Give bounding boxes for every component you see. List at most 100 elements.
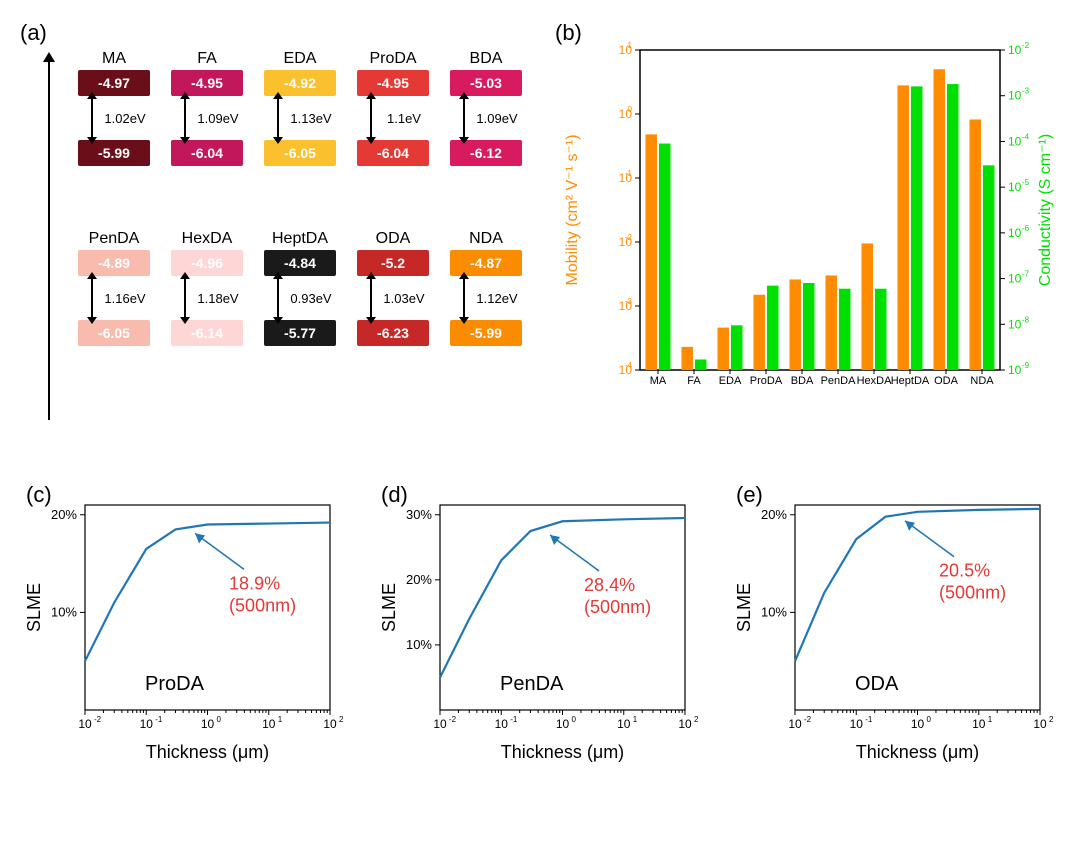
x-tick: 10 bbox=[495, 717, 509, 731]
mobility-bar bbox=[861, 243, 873, 370]
energy-level-group: PenDA-4.891.16eV-6.05 bbox=[75, 230, 153, 346]
svg-text:-1: -1 bbox=[510, 715, 518, 724]
slme-c-svg: 10-210-110010110210%20%18.9%(500nm)ProDA… bbox=[20, 480, 350, 800]
x-axis-title: Thickness (μm) bbox=[856, 742, 979, 762]
category-label: ProDA bbox=[750, 375, 783, 387]
mobility-bar bbox=[969, 120, 981, 370]
category-label: PenDA bbox=[821, 375, 857, 387]
bandgap-arrow: 1.18eV bbox=[168, 276, 246, 320]
conductivity-bar bbox=[695, 359, 707, 370]
svg-text:-5: -5 bbox=[1022, 178, 1030, 187]
panel-a-label: (a) bbox=[20, 20, 47, 46]
panel-label: (c) bbox=[26, 482, 52, 507]
svg-text:0: 0 bbox=[572, 715, 577, 724]
y1-axis-label: Mobility (cm² V⁻¹ s⁻¹) bbox=[564, 134, 581, 285]
panel-b: (b) 10-410-310-210-110010110-910-810-710… bbox=[555, 20, 1060, 420]
svg-text:0: 0 bbox=[927, 715, 932, 724]
panel-c: 10-210-110010110210%20%18.9%(500nm)ProDA… bbox=[20, 480, 350, 800]
y2-tick: 10 bbox=[1008, 363, 1022, 377]
y2-tick: 10 bbox=[1008, 317, 1022, 331]
mobility-bar bbox=[825, 275, 837, 370]
svg-text:0: 0 bbox=[628, 105, 633, 114]
x-tick: 10 bbox=[140, 717, 154, 731]
bandgap-value: 1.03eV bbox=[383, 291, 424, 306]
conductivity-bar bbox=[803, 283, 815, 370]
y-axis-title: SLME bbox=[379, 583, 399, 632]
energy-level-group: HexDA-4.961.18eV-6.14 bbox=[168, 230, 246, 346]
material-name: BDA bbox=[447, 50, 525, 68]
x-axis-title: Thickness (μm) bbox=[146, 742, 269, 762]
plot-frame bbox=[640, 50, 1000, 370]
bar-chart-svg: 10-410-310-210-110010110-910-810-710-610… bbox=[555, 20, 1060, 420]
bandgap-value: 1.09eV bbox=[197, 111, 238, 126]
y-tick: 20% bbox=[406, 572, 432, 587]
material-label: ProDA bbox=[145, 673, 205, 695]
category-label: MA bbox=[650, 375, 667, 387]
svg-text:-1: -1 bbox=[625, 169, 633, 178]
x-tick: 10 bbox=[788, 717, 802, 731]
y-tick: 10% bbox=[761, 604, 787, 619]
material-label: ODA bbox=[855, 673, 899, 695]
energy-level-group: ODA-5.21.03eV-6.23 bbox=[354, 230, 432, 346]
x-tick: 10 bbox=[617, 717, 631, 731]
x-tick: 10 bbox=[850, 717, 864, 731]
bandgap-arrow: 1.1eV bbox=[354, 96, 432, 140]
annotation-pct: 20.5% bbox=[939, 561, 990, 581]
x-tick: 10 bbox=[323, 717, 337, 731]
material-name: FA bbox=[168, 50, 246, 68]
y2-tick: 10 bbox=[1008, 43, 1022, 57]
panel-label: (d) bbox=[381, 482, 408, 507]
bandgap-arrow: 1.12eV bbox=[447, 276, 525, 320]
category-label: ODA bbox=[934, 375, 959, 387]
panel-e: 10-210-110010110210%20%20.5%(500nm)ODATh… bbox=[730, 480, 1060, 800]
svg-text:-1: -1 bbox=[155, 715, 163, 724]
panel-label: (e) bbox=[736, 482, 763, 507]
material-name: ProDA bbox=[354, 50, 432, 68]
y2-tick: 10 bbox=[1008, 226, 1022, 240]
bandgap-value: 1.09eV bbox=[476, 111, 517, 126]
material-label: PenDA bbox=[500, 673, 564, 695]
bandgap-value: 1.12eV bbox=[476, 291, 517, 306]
bandgap-value: 1.18eV bbox=[197, 291, 238, 306]
bandgap-arrow: 1.13eV bbox=[261, 96, 339, 140]
bandgap-arrow: 1.09eV bbox=[168, 96, 246, 140]
svg-text:0: 0 bbox=[217, 715, 222, 724]
x-tick: 10 bbox=[911, 717, 925, 731]
x-axis-title: Thickness (μm) bbox=[501, 742, 624, 762]
x-tick: 10 bbox=[556, 717, 570, 731]
y2-tick: 10 bbox=[1008, 272, 1022, 286]
conductivity-bar bbox=[767, 286, 779, 370]
material-name: NDA bbox=[447, 230, 525, 248]
material-name: ODA bbox=[354, 230, 432, 248]
bandgap-arrow: 1.02eV bbox=[75, 96, 153, 140]
bandgap-arrow: 1.03eV bbox=[354, 276, 432, 320]
material-name: EDA bbox=[261, 50, 339, 68]
x-tick: 10 bbox=[262, 717, 276, 731]
svg-text:1: 1 bbox=[278, 715, 283, 724]
svg-text:-4: -4 bbox=[1022, 132, 1030, 141]
x-tick: 10 bbox=[678, 717, 692, 731]
mobility-bar bbox=[717, 328, 729, 370]
mobility-bar bbox=[681, 347, 693, 370]
bandgap-value: 0.93eV bbox=[290, 291, 331, 306]
conductivity-bar bbox=[659, 144, 671, 370]
energy-level-group: EDA-4.921.13eV-6.05 bbox=[261, 50, 339, 166]
svg-text:2: 2 bbox=[694, 715, 699, 724]
annotation-thickness: (500nm) bbox=[939, 583, 1006, 603]
mobility-bar bbox=[645, 134, 657, 370]
y2-axis-label: Conductivity (S cm⁻¹) bbox=[1037, 134, 1054, 286]
x-tick: 10 bbox=[78, 717, 92, 731]
svg-text:1: 1 bbox=[628, 41, 633, 50]
svg-text:-2: -2 bbox=[625, 233, 633, 242]
material-name: HexDA bbox=[168, 230, 246, 248]
y-tick: 20% bbox=[761, 507, 787, 522]
svg-text:-3: -3 bbox=[1022, 87, 1030, 96]
panel-d: 10-210-110010110210%20%30%28.4%(500nm)Pe… bbox=[375, 480, 705, 800]
svg-text:-8: -8 bbox=[1022, 315, 1030, 324]
svg-text:-2: -2 bbox=[804, 715, 812, 724]
svg-text:-4: -4 bbox=[625, 361, 633, 370]
bandgap-arrow: 1.16eV bbox=[75, 276, 153, 320]
y-tick: 20% bbox=[51, 507, 77, 522]
svg-text:-2: -2 bbox=[94, 715, 102, 724]
mobility-bar bbox=[897, 85, 909, 370]
